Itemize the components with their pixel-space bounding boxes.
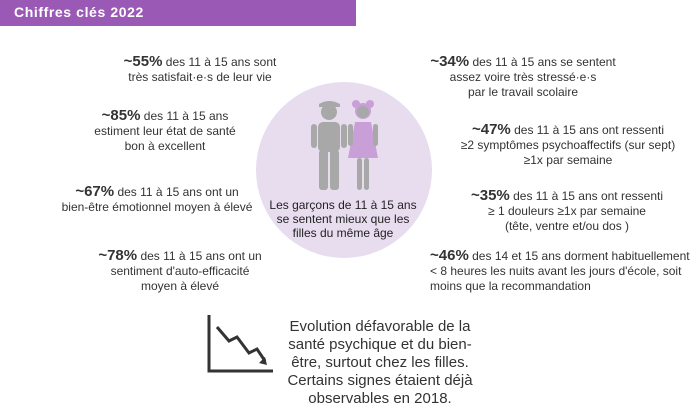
stat-pct: ~78% — [98, 247, 138, 264]
center-line: se sentent mieux que les — [276, 212, 410, 226]
bottom-line: santé psychique et du bien- — [288, 336, 472, 353]
stat-satisfaction: ~55% des 11 à 15 ans sont très satisfait… — [110, 54, 290, 85]
stat-line: < 8 heures les nuits avant les jours d'é… — [430, 264, 682, 278]
stat-pain: ~35% des 11 à 15 ans ont ressenti ≥ 1 do… — [462, 188, 672, 234]
stat-line: ≥ 1 douleurs ≥1x par semaine — [488, 204, 646, 218]
stat-health: ~85% des 11 à 15 ans estiment leur état … — [60, 108, 270, 154]
stat-line: moins que la recommandation — [430, 279, 591, 293]
header-banner: Chiffres clés 2022 — [0, 0, 356, 26]
stat-pct: ~85% — [101, 107, 141, 124]
stat-line: des 11 à 15 ans se sentent — [469, 55, 616, 69]
stat-pct: ~46% — [430, 247, 469, 264]
stat-pct: ~47% — [471, 121, 511, 138]
stat-line: des 14 et 15 ans dorment habituellement — [468, 249, 690, 263]
stat-line: des 11 à 15 ans ont un — [114, 185, 239, 199]
stat-psychoaffective-symptoms: ~47% des 11 à 15 ans ont ressenti ≥2 sym… — [448, 122, 688, 168]
stat-line: ≥2 symptômes psychoaffectifs (sur sept) — [460, 138, 676, 152]
boy-girl-icon — [311, 100, 378, 190]
stat-line: estiment leur état de santé — [94, 124, 236, 138]
center-line: Les garçons de 11 à 15 ans — [269, 198, 417, 212]
stat-sleep: ~46% des 14 et 15 ans dorment habituelle… — [430, 248, 692, 294]
center-line: filles du même âge — [292, 226, 394, 240]
bottom-message: Evolution défavorable de la santé psychi… — [280, 318, 480, 408]
stat-line: des 11 à 15 ans ont un — [137, 249, 262, 263]
stat-pct: ~35% — [470, 187, 510, 204]
stat-self-efficacy: ~78% des 11 à 15 ans ont un sentiment d'… — [80, 248, 280, 294]
bottom-line: observables en 2018. — [308, 390, 452, 407]
stat-line: bon à excellent — [124, 139, 206, 153]
stat-line: des 11 à 15 ans ont ressenti — [509, 189, 663, 203]
stat-pct: ~34% — [430, 53, 470, 70]
stat-line: ≥1x par semaine — [523, 153, 613, 167]
bottom-line: être, surtout chez les filles. — [291, 354, 469, 371]
stat-line: bien-être émotionnel moyen à élevé — [61, 200, 253, 214]
header-title: Chiffres clés 2022 — [14, 4, 144, 20]
stat-line: sentiment d'auto-efficacité — [110, 264, 250, 278]
stat-line: par le travail scolaire — [467, 85, 579, 99]
bottom-line: Evolution défavorable de la — [289, 318, 471, 335]
bottom-line: Certains signes étaient déjà — [287, 372, 473, 389]
stat-line: très satisfait·e·s de leur vie — [128, 70, 272, 84]
stat-pct: ~55% — [123, 53, 163, 70]
stat-line: des 11 à 15 ans ont ressenti — [510, 123, 664, 137]
stat-line: moyen à élevé — [140, 279, 220, 293]
stat-line: des 11 à 15 ans sont — [162, 55, 277, 69]
declining-chart-icon — [207, 315, 273, 373]
stat-line: assez voire très stressé·e·s — [449, 70, 597, 84]
center-circle — [256, 82, 432, 258]
center-message: Les garçons de 11 à 15 ans se sentent mi… — [268, 198, 418, 240]
stat-school-stress: ~34% des 11 à 15 ans se sentent assez vo… — [418, 54, 628, 100]
stat-line: (tête, ventre et/ou dos ) — [504, 219, 630, 233]
stat-line: des 11 à 15 ans — [140, 109, 229, 123]
stat-pct: ~67% — [75, 183, 115, 200]
stat-emotional-wellbeing: ~67% des 11 à 15 ans ont un bien-être ém… — [44, 184, 270, 215]
